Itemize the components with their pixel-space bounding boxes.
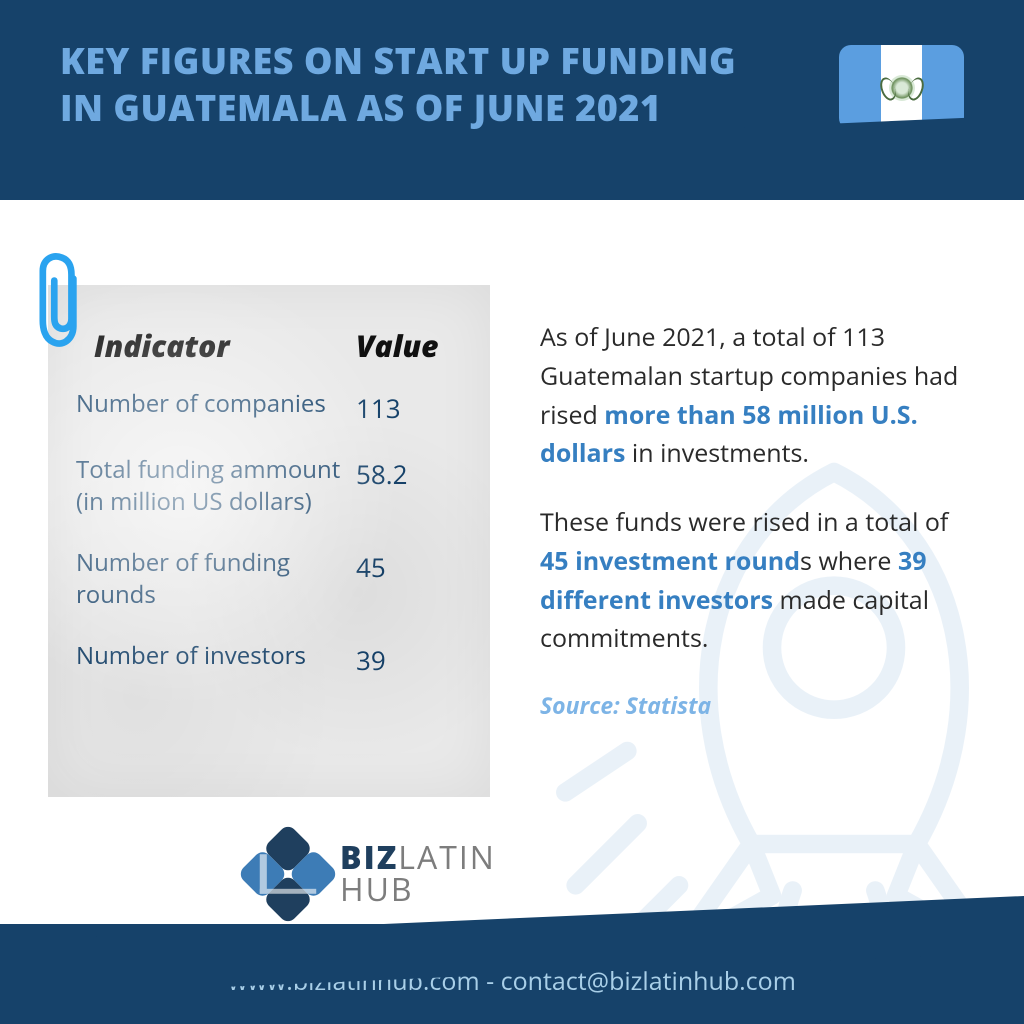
brand-logo: BIZLATIN HUB xyxy=(252,838,496,910)
table-row: Number of companies 113 xyxy=(76,388,462,426)
page-title: KEY FIGURES ON START UP FUNDING IN GUATE… xyxy=(60,38,780,132)
table-header-value: Value xyxy=(356,325,462,366)
data-table-card: Indicator Value Number of companies 113 … xyxy=(48,285,490,797)
table-header-indicator: Indicator xyxy=(76,325,356,366)
brand-logo-icon xyxy=(237,823,339,925)
row-value: 113 xyxy=(356,388,401,426)
table-row: Total funding ammount (in million US dol… xyxy=(76,454,462,519)
paragraph-2: These funds were rised in a total of 45 … xyxy=(540,503,970,658)
header: KEY FIGURES ON START UP FUNDING IN GUATE… xyxy=(0,0,1024,200)
brand-logo-text: BIZLATIN HUB xyxy=(340,842,496,906)
row-value: 45 xyxy=(356,547,386,585)
row-label: Number of companies xyxy=(76,388,356,420)
source-label: Source: Statista xyxy=(540,688,970,724)
guatemala-flag-icon xyxy=(839,45,964,130)
description-text: As of June 2021, a total of 113 Guatemal… xyxy=(540,318,970,724)
row-value: 58.2 xyxy=(356,454,407,492)
row-value: 39 xyxy=(356,640,386,678)
paragraph-1: As of June 2021, a total of 113 Guatemal… xyxy=(540,318,970,473)
table-row: Number of investors 39 xyxy=(76,640,462,678)
footer-contact: www.bizlatinhub.com - contact@bizlatinhu… xyxy=(228,964,796,998)
row-label: Number of investors xyxy=(76,640,356,672)
row-label: Number of funding rounds xyxy=(76,547,356,612)
table-header-row: Indicator Value xyxy=(76,325,462,366)
table-row: Number of funding rounds 45 xyxy=(76,547,462,612)
footer: www.bizlatinhub.com - contact@bizlatinhu… xyxy=(0,924,1024,1024)
content-area: Indicator Value Number of companies 113 … xyxy=(0,200,1024,930)
highlight: 45 investment round xyxy=(540,544,800,578)
row-label: Total funding ammount (in million US dol… xyxy=(76,454,356,519)
paperclip-icon xyxy=(30,250,90,355)
